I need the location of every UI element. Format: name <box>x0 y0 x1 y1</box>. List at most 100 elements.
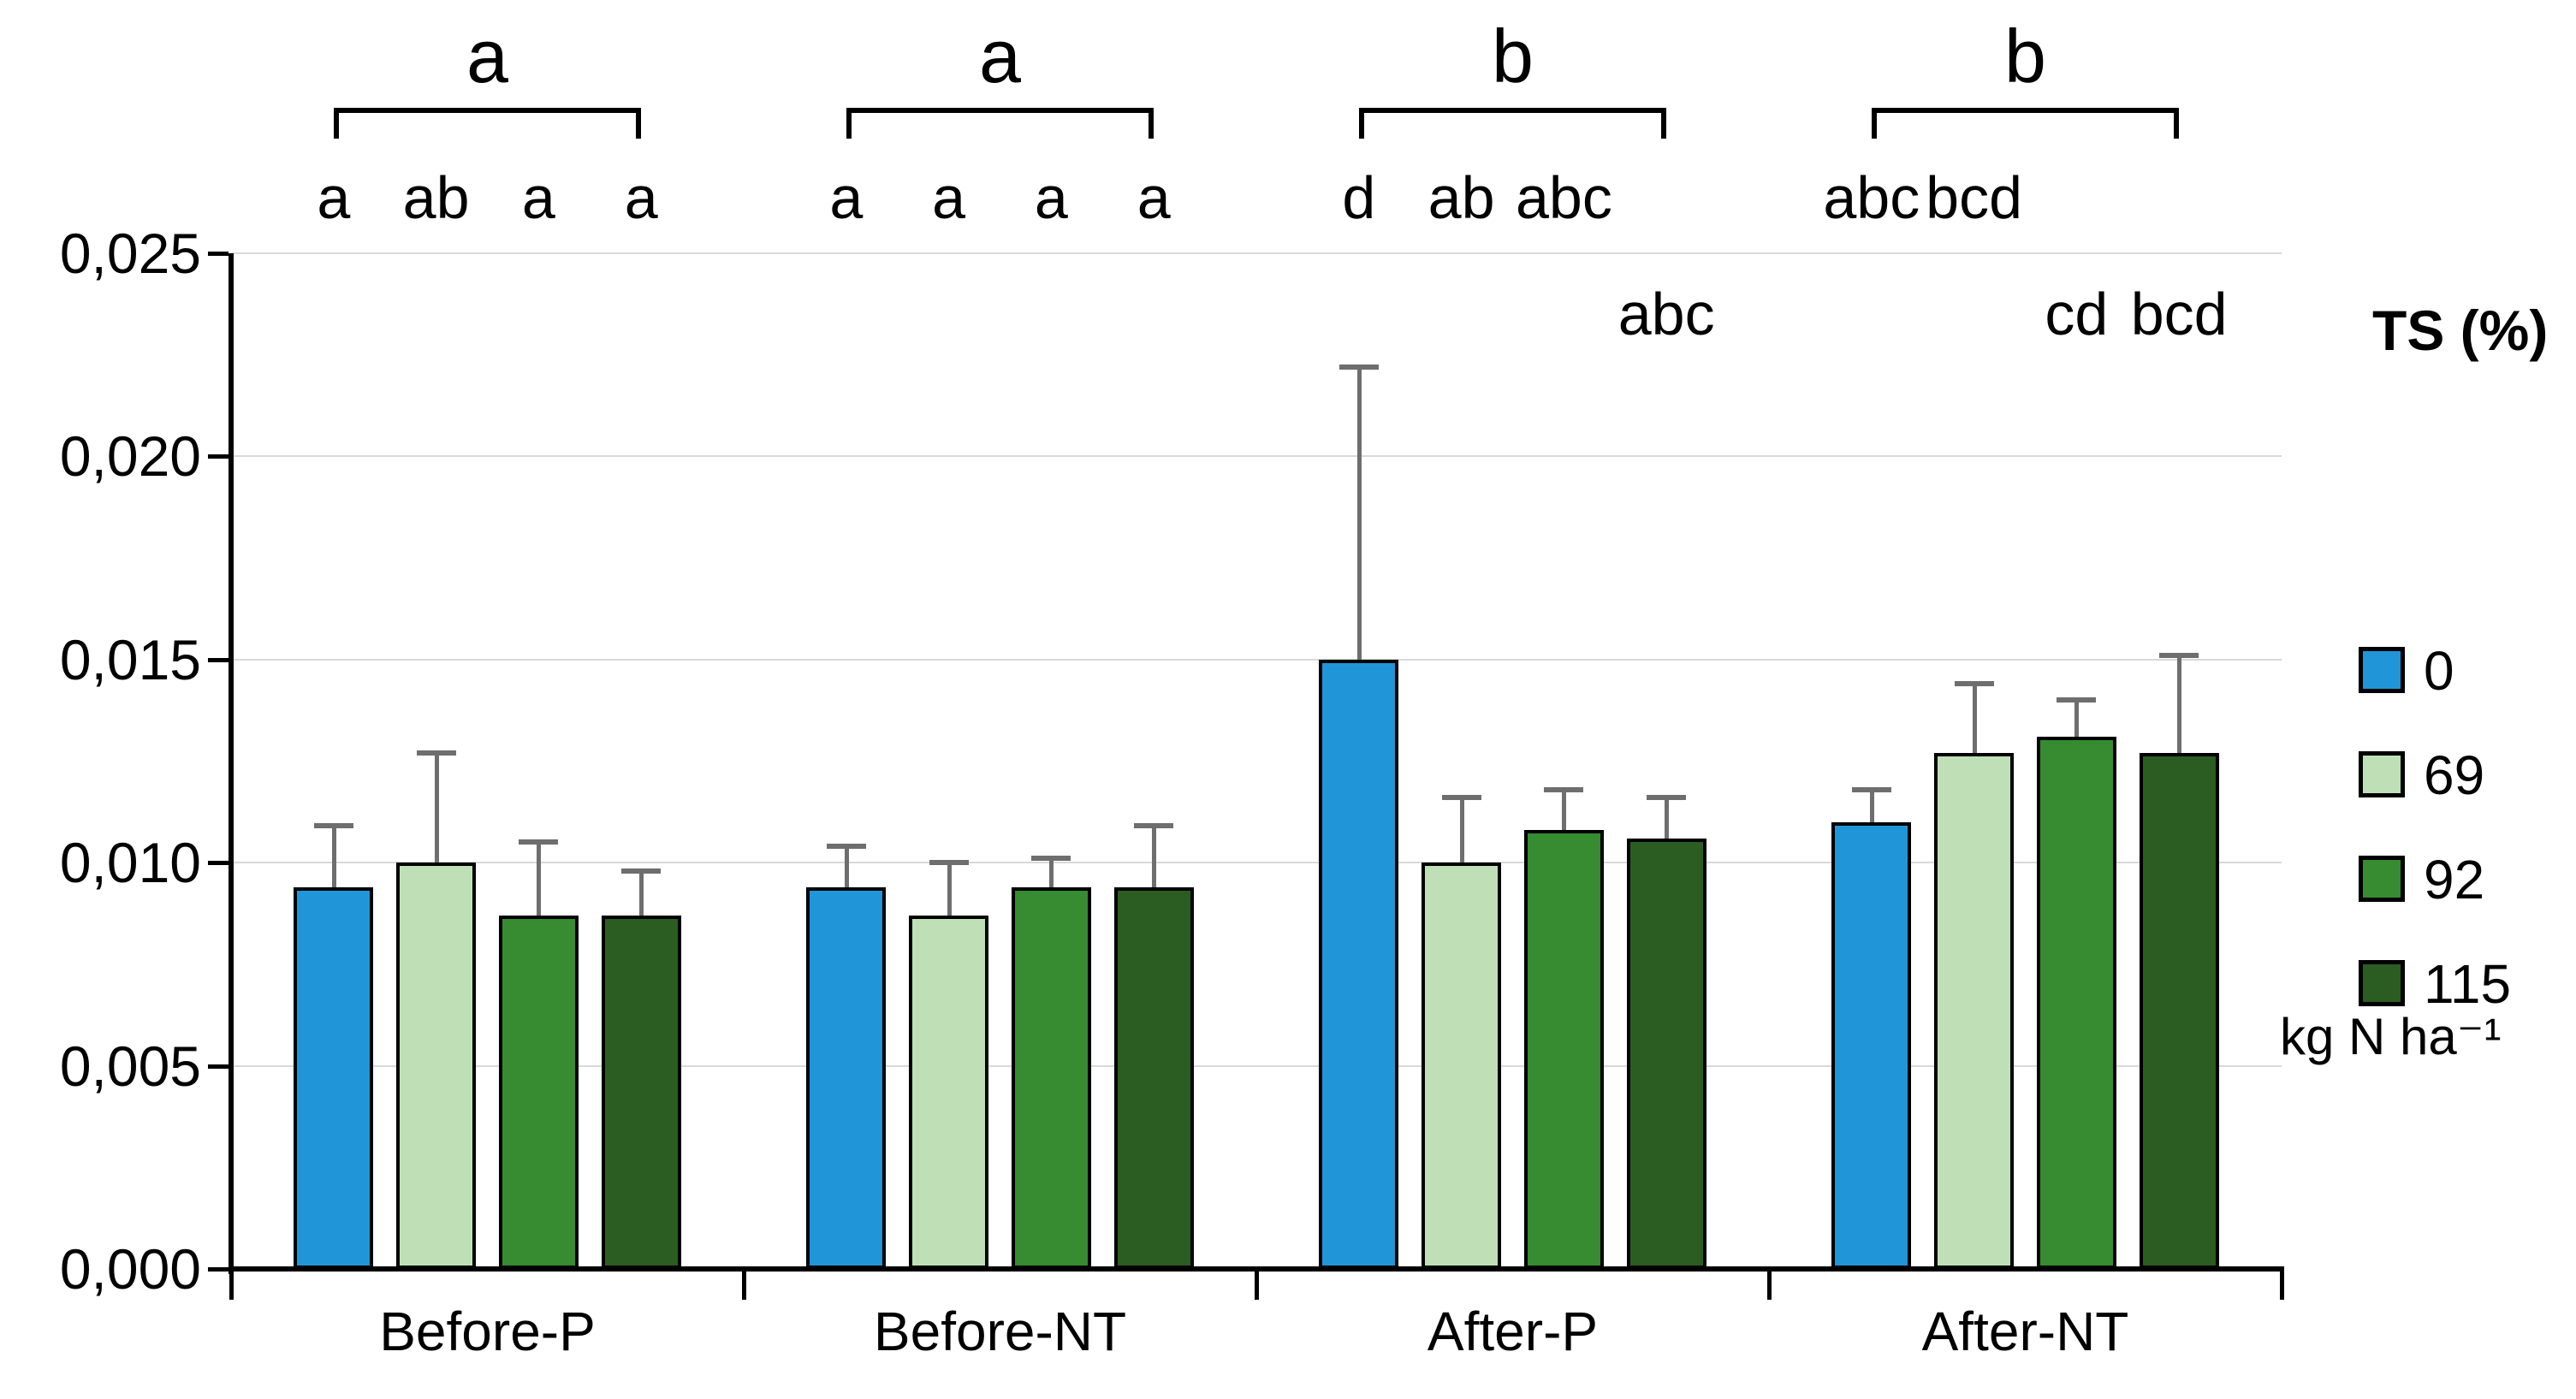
group-bracket <box>333 108 642 139</box>
legend-swatch-0 <box>2359 647 2405 693</box>
group-significance-letter: b <box>2004 14 2046 98</box>
gridline <box>231 1064 2282 1067</box>
bar-significance-letter: bcd <box>2130 281 2228 347</box>
bar-Before-NT-69 <box>909 915 989 1269</box>
y-axis-tick-label: 0,025 <box>59 222 201 285</box>
bar-significance-letter: a <box>829 164 864 231</box>
error-bar-cap <box>416 750 456 756</box>
error-bar <box>1869 789 1874 822</box>
bar-significance-letter: ab <box>402 164 470 231</box>
y-axis-line <box>229 253 234 1274</box>
legend-label-115: 115 <box>2424 953 2512 1015</box>
bar-significance-letter: a <box>1034 164 1068 231</box>
group-bracket <box>1358 108 1667 139</box>
bar-Before-NT-0 <box>806 886 887 1269</box>
error-bar-cap <box>313 823 353 829</box>
error-bar-cap <box>1544 786 1584 792</box>
legend-swatch-115 <box>2359 960 2405 1006</box>
bar-significance-letter: cd <box>2045 281 2109 347</box>
error-bar <box>434 753 439 863</box>
bar-significance-letter: a <box>624 164 658 231</box>
x-axis-tick <box>2280 1269 2284 1300</box>
error-bar-cap <box>519 839 559 845</box>
bar-significance-letter: bcd <box>1926 164 2023 231</box>
bar-After-NT-0 <box>1831 821 1912 1269</box>
error-bar-cap <box>929 860 969 866</box>
bar-Before-P-69 <box>396 863 477 1269</box>
legend-swatch-69 <box>2359 751 2405 797</box>
error-bar-cap <box>1851 786 1891 792</box>
y-axis-tick-label: 0,005 <box>59 1034 201 1098</box>
category-label-after-nt: After-NT <box>1921 1301 2129 1362</box>
x-axis-tick <box>1255 1269 1259 1300</box>
error-bar <box>1459 797 1464 863</box>
x-axis-tick <box>229 1269 234 1300</box>
group-bracket <box>846 108 1154 139</box>
category-label-before-p: Before-P <box>379 1301 596 1362</box>
error-bar <box>1049 858 1054 887</box>
bar-Before-NT-115 <box>1113 886 1194 1269</box>
bar-significance-letter: abc <box>1617 281 1715 347</box>
y-axis-tick <box>208 252 229 256</box>
error-bar-cap <box>621 868 662 874</box>
bar-significance-letter: a <box>1137 164 1171 231</box>
error-bar-cap <box>1338 364 1379 370</box>
bar-After-NT-92 <box>2036 737 2116 1269</box>
y-axis-tick <box>208 1267 229 1272</box>
group-significance-letter: b <box>1492 14 1534 98</box>
bar-After-P-0 <box>1319 659 1399 1269</box>
bar-Before-P-0 <box>294 886 374 1269</box>
y-axis-tick-label: 0,010 <box>59 831 201 895</box>
error-bar <box>331 826 336 887</box>
y-axis-tick-label: 0,020 <box>59 424 201 489</box>
error-bar <box>1356 366 1362 660</box>
y-axis-tick-label: 0,000 <box>59 1237 201 1301</box>
bar-significance-letter: ab <box>1427 164 1495 231</box>
x-axis-tick <box>1767 1269 1772 1300</box>
error-bar <box>537 842 542 916</box>
error-bar <box>1972 684 1977 753</box>
error-bar-cap <box>1954 681 1994 687</box>
error-bar-cap <box>2159 653 2199 659</box>
error-bar <box>2177 655 2182 753</box>
bar-significance-letter: a <box>932 164 966 231</box>
y-axis-tick <box>208 657 229 662</box>
bar-Before-P-92 <box>498 915 579 1269</box>
bar-significance-letter: a <box>521 164 555 231</box>
error-bar-cap <box>826 844 866 850</box>
bar-After-P-69 <box>1422 863 1502 1269</box>
group-bracket <box>1871 108 2180 139</box>
legend-title: TS (%) <box>2372 299 2549 362</box>
group-significance-letter: a <box>979 14 1021 98</box>
category-label-before-nt: Before-NT <box>873 1301 1127 1362</box>
error-bar <box>844 846 849 887</box>
legend-footer-unit: kg N ha⁻¹ <box>2280 1008 2502 1065</box>
bar-After-P-115 <box>1626 838 1706 1269</box>
bar-significance-letter: abc <box>1823 164 1920 231</box>
y-axis-tick <box>208 1064 229 1069</box>
error-bar <box>1152 826 1157 887</box>
error-bar <box>1665 797 1670 839</box>
legend-label-92: 92 <box>2424 849 2485 910</box>
error-bar-cap <box>1031 856 1071 862</box>
error-bar-cap <box>2057 697 2097 703</box>
bar-significance-letter: abc <box>1515 164 1612 231</box>
bar-Before-NT-92 <box>1011 886 1091 1269</box>
group-significance-letter: a <box>466 14 508 98</box>
bar-After-NT-115 <box>2139 753 2219 1269</box>
bar-After-NT-69 <box>1934 753 2015 1269</box>
y-axis-tick <box>208 454 229 459</box>
error-bar <box>1562 789 1567 831</box>
error-bar <box>2074 700 2080 737</box>
legend-swatch-92 <box>2359 856 2405 902</box>
category-label-after-p: After-P <box>1427 1301 1599 1362</box>
error-bar <box>947 863 952 916</box>
error-bar-cap <box>1441 795 1481 801</box>
legend-label-69: 69 <box>2424 744 2485 806</box>
gridline <box>231 455 2282 458</box>
error-bar-cap <box>1647 795 1687 801</box>
bar-significance-letter: d <box>1342 164 1376 231</box>
gridline <box>231 658 2282 661</box>
bar-significance-letter: a <box>317 164 351 231</box>
x-axis-tick <box>742 1269 746 1300</box>
